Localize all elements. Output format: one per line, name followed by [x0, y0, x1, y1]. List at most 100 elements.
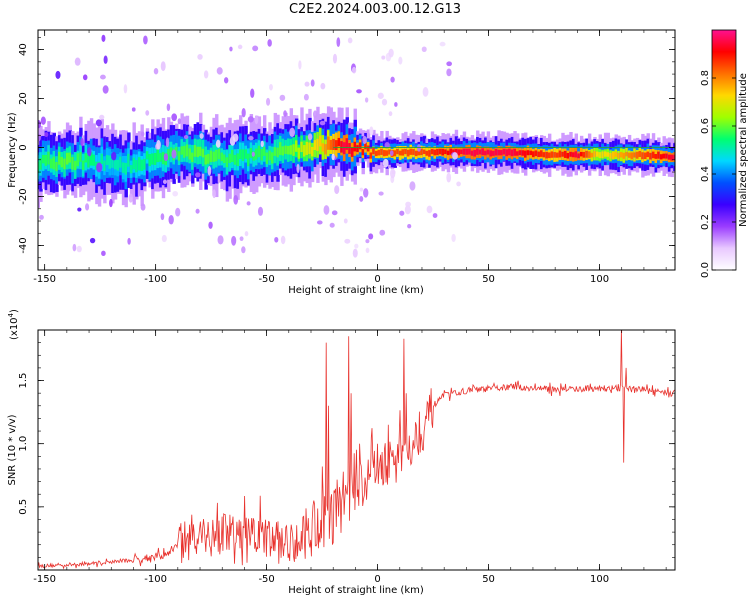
spectrogram-speckle [279, 94, 286, 101]
spectrogram-cell [465, 148, 469, 155]
y-tick-label: 20 [18, 92, 29, 105]
spectrogram-cell [643, 152, 648, 160]
spectrogram-speckle [336, 37, 341, 48]
spectrogram-speckle [85, 203, 90, 211]
spectrogram-cell [329, 139, 333, 150]
spectrogram-cell [486, 149, 491, 155]
spectrogram-cell [619, 151, 624, 158]
spectrogram-cell [127, 153, 131, 167]
spectrogram-cell [281, 146, 286, 156]
spectrogram-cell [121, 162, 126, 173]
y-multiplier-prefix: (x10 [9, 317, 20, 340]
spectrogram-cell [358, 142, 363, 150]
spectrogram-speckle [216, 67, 223, 75]
spectrogram-cell [638, 150, 642, 157]
spectrogram-cell [593, 151, 597, 158]
spectrogram-speckle [329, 222, 335, 228]
top-plot-frame [37, 29, 676, 271]
spectrogram-cell [302, 145, 307, 157]
spectrogram-cell [590, 152, 594, 158]
spectrogram-speckle [231, 235, 237, 246]
spectrogram-cell [111, 158, 115, 168]
spectrogram-cell [260, 148, 264, 161]
spectrogram-speckle [359, 195, 364, 202]
spectrogram-cell [651, 151, 656, 159]
x-tick-label: 100 [590, 574, 609, 585]
spectrogram-cell [441, 148, 445, 156]
spectrogram-cell [332, 138, 336, 150]
spectrogram-speckle [274, 236, 279, 243]
colorbar-tick-label: 0.4 [700, 166, 711, 182]
spectrogram-speckle [257, 206, 264, 216]
spectrogram-speckle [354, 243, 359, 249]
colorbar-axis: 0.0 0.2 0.4 0.6 0.8 [700, 70, 736, 278]
spectrogram-speckle [432, 213, 438, 219]
spectrogram-cell [81, 160, 86, 170]
spectrogram-cell [611, 151, 616, 159]
spectrogram-cell [369, 152, 373, 159]
spectrogram-cell [518, 150, 523, 156]
spectrogram-speckle [251, 151, 255, 157]
spectrogram-speckle [283, 110, 287, 117]
spectrogram-speckle [254, 115, 259, 125]
spectrogram-speckle [310, 79, 315, 87]
colorbar-tick-label: 0.6 [700, 118, 711, 134]
spectrogram-cell [460, 149, 464, 155]
spectrogram-cell [143, 158, 147, 170]
spectrogram-speckle [378, 191, 384, 196]
spectrogram-cell [484, 150, 488, 156]
spectrogram-cell [563, 150, 568, 158]
spectrogram-speckle [143, 35, 148, 45]
snr-series-line [38, 330, 675, 570]
spectrogram-speckle [388, 111, 393, 117]
y-tick-label: 1.0 [18, 436, 29, 452]
spectrogram-cell [225, 157, 230, 168]
spectrogram-cell [473, 149, 477, 157]
spectrogram-speckle [446, 61, 452, 67]
spectrogram-speckle [103, 55, 108, 64]
spectrogram-cell [577, 153, 581, 159]
spectrogram-speckle [153, 68, 159, 75]
spectrogram-cell [542, 152, 547, 158]
spectrogram-speckle [72, 243, 77, 252]
spectrogram-cell [212, 151, 216, 162]
spectrogram-cell [159, 153, 163, 162]
spectrogram-cell [420, 148, 424, 156]
spectrogram-cell [161, 151, 166, 165]
spectrogram-speckle [426, 205, 433, 214]
spectrogram-speckle [223, 77, 229, 84]
spectrogram-cell [502, 148, 507, 155]
spectrogram-cell [529, 150, 533, 156]
spectrogram-speckle [368, 233, 374, 240]
spectrogram-speckle [298, 60, 302, 70]
x-tick-label: 50 [482, 574, 495, 585]
spectrogram-speckle [320, 82, 326, 90]
spectrogram-speckle [377, 92, 384, 99]
spectrogram-cell [489, 150, 493, 157]
x-tick-label: 0 [374, 274, 380, 285]
y-tick-label: 0 [18, 144, 29, 150]
spectrogram-speckle [343, 218, 348, 224]
top-axes: -150 -100 -50 0 50 100 -40 -20 0 20 40 [18, 30, 675, 285]
spectrogram-cell [300, 141, 304, 153]
spectrogram-speckle [267, 39, 272, 47]
spectrogram-cell [292, 144, 296, 156]
spectrogram-cell [38, 161, 40, 173]
spectrogram-speckle [111, 151, 117, 161]
colorbar-tick-label: 0.8 [700, 70, 711, 86]
spectrogram-speckle [44, 132, 49, 138]
spectrogram-speckle [296, 163, 300, 174]
spectrogram-cell [622, 152, 626, 159]
spectrogram-cell [366, 145, 371, 152]
spectrogram-cell [129, 165, 134, 174]
spectrogram-cell [124, 162, 128, 175]
bottom-plot-frame [37, 329, 676, 571]
spectrogram-cell [667, 154, 672, 160]
spectrogram-cell [249, 147, 254, 159]
spectrogram-cell [553, 152, 557, 158]
y-multiplier-suffix: ) [9, 309, 20, 313]
spectrogram-cell [289, 145, 294, 155]
spectrogram-cell [334, 140, 339, 151]
spectrogram-cell [204, 154, 208, 165]
colorbar-tick-label: 0.0 [700, 262, 711, 278]
